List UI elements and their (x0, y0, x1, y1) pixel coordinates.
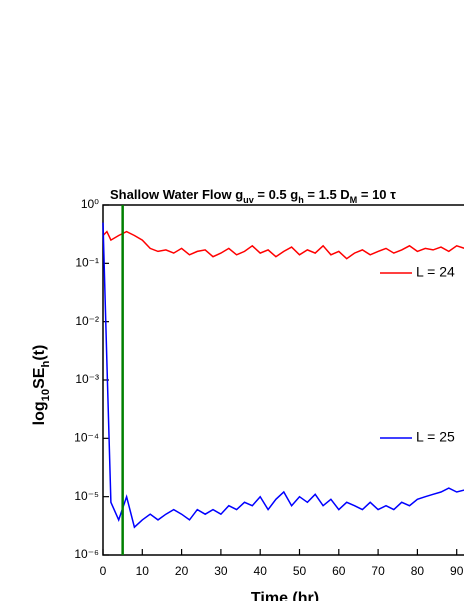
x-tick-label: 30 (214, 564, 228, 578)
x-tick-label: 10 (136, 564, 150, 578)
x-tick-label: 90 (450, 564, 464, 578)
y-axis-label-part: h (40, 361, 52, 368)
y-axis-label-part: log (31, 401, 48, 425)
chart-title-part: = 1.5 D (304, 187, 350, 202)
chart-title-part: Shallow Water Flow g (110, 187, 243, 202)
x-tick-label: 60 (332, 564, 346, 578)
x-tick-label: 70 (371, 564, 385, 578)
y-tick-label: 10⁰ (81, 197, 99, 211)
x-tick-label: 50 (293, 564, 307, 578)
chart-title-part: M (350, 195, 358, 205)
x-tick-label: 40 (254, 564, 268, 578)
y-tick-label: 10⁻⁴ (74, 431, 99, 445)
chart-title-part: = 0.5 g (254, 187, 298, 202)
x-tick-label: 0 (100, 564, 107, 578)
plot-frame (102, 204, 464, 556)
y-axis-label-part: SE (31, 367, 48, 389)
legend-label: L = 24 (416, 264, 455, 280)
y-tick-label: 10⁻² (75, 314, 99, 328)
y-tick-label: 10⁻⁶ (74, 547, 99, 561)
x-tick-label: 20 (175, 564, 189, 578)
series-line (102, 230, 464, 260)
chart-title: Shallow Water Flow guv = 0.5 gh = 1.5 DM… (110, 187, 396, 205)
y-axis-label-part: 10 (40, 389, 52, 401)
legend-label: L = 25 (416, 429, 455, 445)
x-axis-label: Time (hr) (251, 590, 319, 601)
x-tick-label: 80 (411, 564, 425, 578)
y-axis-label-part: (t) (31, 345, 48, 361)
y-tick-label: 10⁻³ (75, 372, 99, 386)
y-tick-label: 10⁻¹ (75, 256, 99, 270)
y-tick-label: 10⁻⁵ (74, 489, 99, 503)
chart-title-part: uv (243, 195, 255, 205)
chart-title-part: h (298, 195, 304, 205)
chart-title-part: = 10 τ (357, 187, 396, 202)
series-line (102, 222, 464, 529)
y-axis-label: log10SEh(t) (31, 345, 52, 426)
